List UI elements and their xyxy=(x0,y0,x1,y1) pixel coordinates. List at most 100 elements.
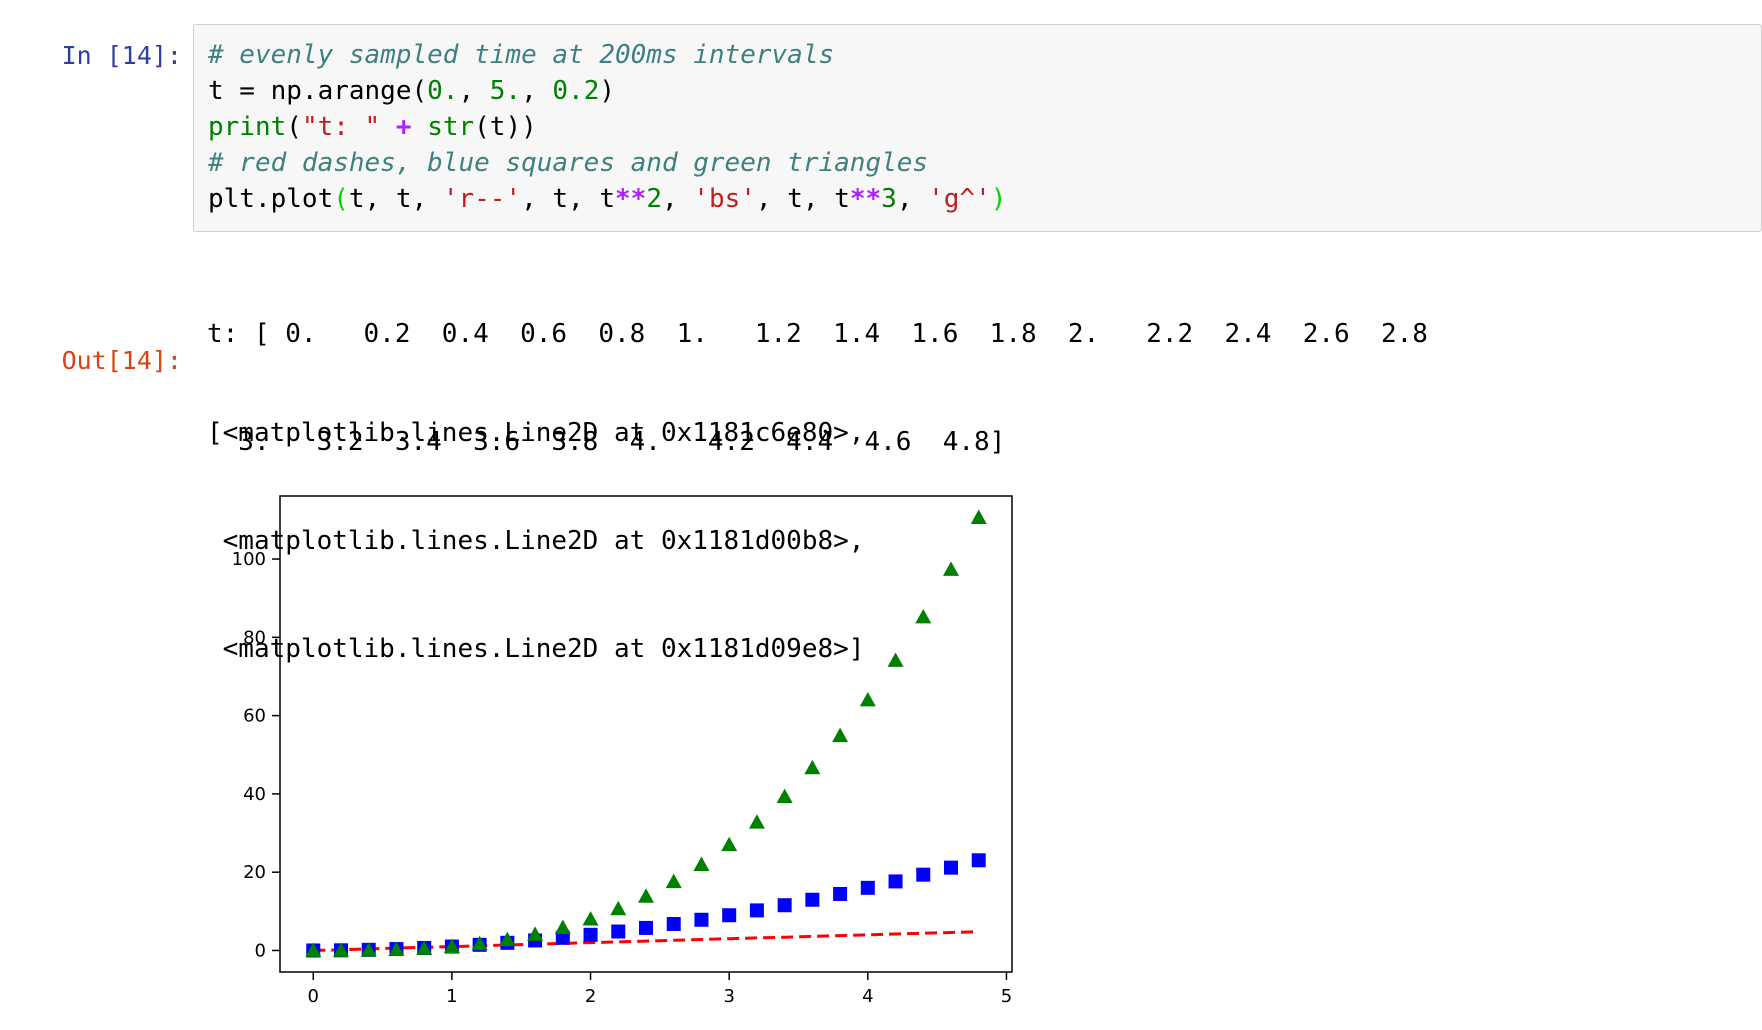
code-number: 3 xyxy=(881,184,897,214)
code-token xyxy=(380,112,396,142)
code-operator: + xyxy=(395,112,412,142)
code-token: plt.plot xyxy=(208,184,334,214)
code-number: 2 xyxy=(646,184,662,214)
code-builtin: print xyxy=(208,112,287,142)
code-token: (t)) xyxy=(474,112,537,142)
input-prompt: In [14]: xyxy=(61,41,182,70)
blue-square-point xyxy=(583,927,598,942)
y-tick-label: 0 xyxy=(255,940,266,961)
y-tick-label: 100 xyxy=(232,549,266,570)
code-token: ) xyxy=(599,76,616,106)
green-triangle-point xyxy=(915,609,932,624)
green-triangle-point xyxy=(970,509,987,524)
code-line-3: print("t: " + str(t)) xyxy=(208,109,1761,145)
stdout-line: t: [ 0. 0.2 0.4 0.6 0.8 1. 1.2 1.4 1.6 1… xyxy=(207,319,1428,349)
code-token: ( xyxy=(286,112,302,142)
green-triangle-point xyxy=(638,888,654,903)
blue-square-point xyxy=(944,860,958,875)
code-number: 5. xyxy=(489,76,522,106)
y-tick-label: 80 xyxy=(243,627,266,648)
blue-square-point xyxy=(888,874,903,889)
x-tick-label: 0 xyxy=(308,986,319,1007)
code-string: 'g^' xyxy=(928,184,991,214)
x-tick-label: 5 xyxy=(1001,986,1012,1007)
green-triangle-point xyxy=(305,942,322,957)
green-triangle-point xyxy=(776,788,793,804)
code-number: 0.2 xyxy=(552,76,600,106)
green-triangle-point xyxy=(388,941,405,957)
green-triangle-point xyxy=(416,940,433,955)
green-triangle-point xyxy=(832,727,849,743)
blue-square-point xyxy=(694,912,709,927)
blue-square-point xyxy=(916,867,931,882)
green-triangle-point xyxy=(527,926,544,941)
code-comment: # red dashes, blue squares and green tri… xyxy=(208,148,929,178)
green-triangle-point xyxy=(887,652,904,667)
blue-square-point xyxy=(666,917,681,932)
code-token xyxy=(412,112,428,142)
code-line-1: # evenly sampled time at 200ms intervals xyxy=(208,37,1761,73)
code-line-2: t = np.arange(0., 5., 0.2) xyxy=(208,73,1761,109)
green-triangle-point xyxy=(804,759,821,775)
cell-stdout: t: [ 0. 0.2 0.4 0.6 0.8 1. 1.2 1.4 1.6 1… xyxy=(207,244,1428,496)
code-string: 'bs' xyxy=(693,184,756,214)
green-triangle-point xyxy=(360,942,377,957)
green-triangle-point xyxy=(610,900,627,916)
blue-square-point xyxy=(611,924,626,939)
code-operator: ** xyxy=(615,184,647,214)
green-triangle-point xyxy=(471,935,488,951)
blue-square-point xyxy=(777,898,792,913)
output-line: [<matplotlib.lines.Line2D at 0x1181c6e80… xyxy=(207,418,865,448)
code-token: , xyxy=(521,76,553,106)
code-comment: # evenly sampled time at 200ms intervals xyxy=(208,40,835,70)
code-cell-input[interactable]: # evenly sampled time at 200ms intervals… xyxy=(193,24,1762,232)
output-line: <matplotlib.lines.Line2D at 0x1181d09e8>… xyxy=(207,634,865,664)
plot-axes: 0 1 2 3 4 5 0 20 40 60 80 100 xyxy=(232,495,1013,1007)
green-triangle-point xyxy=(693,856,710,871)
stdout-line: 3. 3.2 3.4 3.6 3.8 4. 4.2 4.4 4.6 4.8] xyxy=(207,427,1006,457)
code-string: "t: " xyxy=(301,112,381,142)
code-token: , xyxy=(661,184,694,214)
green-triangle-point xyxy=(554,919,571,935)
y-tick-label: 20 xyxy=(243,862,266,883)
code-number: 0. xyxy=(427,76,459,106)
green-triangle-point xyxy=(665,873,682,889)
blue-square-point xyxy=(749,903,764,918)
code-operator: ** xyxy=(849,184,882,214)
blue-square-point xyxy=(805,892,820,907)
code-builtin: str xyxy=(427,112,475,142)
output-plot: 0 1 2 3 4 5 0 20 40 60 80 100 xyxy=(232,495,1013,1007)
code-token: , t, t xyxy=(755,184,850,214)
plot-marks xyxy=(305,509,987,958)
x-tick-label: 1 xyxy=(446,986,457,1007)
green-triangle-point xyxy=(443,938,460,953)
green-triangle-point xyxy=(943,561,959,576)
y-tick-label: 40 xyxy=(243,784,266,805)
green-triangle-point xyxy=(499,931,516,947)
output-line: <matplotlib.lines.Line2D at 0x1181d00b8>… xyxy=(207,526,865,556)
code-line-4: # red dashes, blue squares and green tri… xyxy=(208,145,1761,181)
green-triangle-point xyxy=(582,911,599,926)
green-triangle-point xyxy=(333,942,349,957)
code-bracket: ) xyxy=(990,184,1007,214)
x-tick-label: 4 xyxy=(862,986,873,1007)
blue-square-point xyxy=(971,853,986,868)
code-token: , xyxy=(458,76,490,106)
blue-square-point xyxy=(833,886,848,901)
code-token: t, t, xyxy=(348,184,443,214)
output-prompt: Out[14]: xyxy=(61,346,182,375)
code-token: t = np.arange( xyxy=(208,76,428,106)
y-tick-label: 60 xyxy=(243,706,266,727)
green-triangle-point xyxy=(721,836,738,852)
blue-square-point xyxy=(639,920,653,935)
plot-frame xyxy=(279,495,1013,973)
blue-square-point xyxy=(722,908,737,923)
code-bracket: ( xyxy=(333,184,349,214)
code-string: 'r--' xyxy=(442,184,522,214)
blue-square-point xyxy=(860,880,875,895)
code-token: , t, t xyxy=(521,184,616,214)
cell-output-text: [<matplotlib.lines.Line2D at 0x1181c6e80… xyxy=(207,343,864,703)
green-triangle-point xyxy=(748,814,765,829)
green-triangle-point xyxy=(859,691,876,707)
x-tick-label: 3 xyxy=(723,986,734,1007)
